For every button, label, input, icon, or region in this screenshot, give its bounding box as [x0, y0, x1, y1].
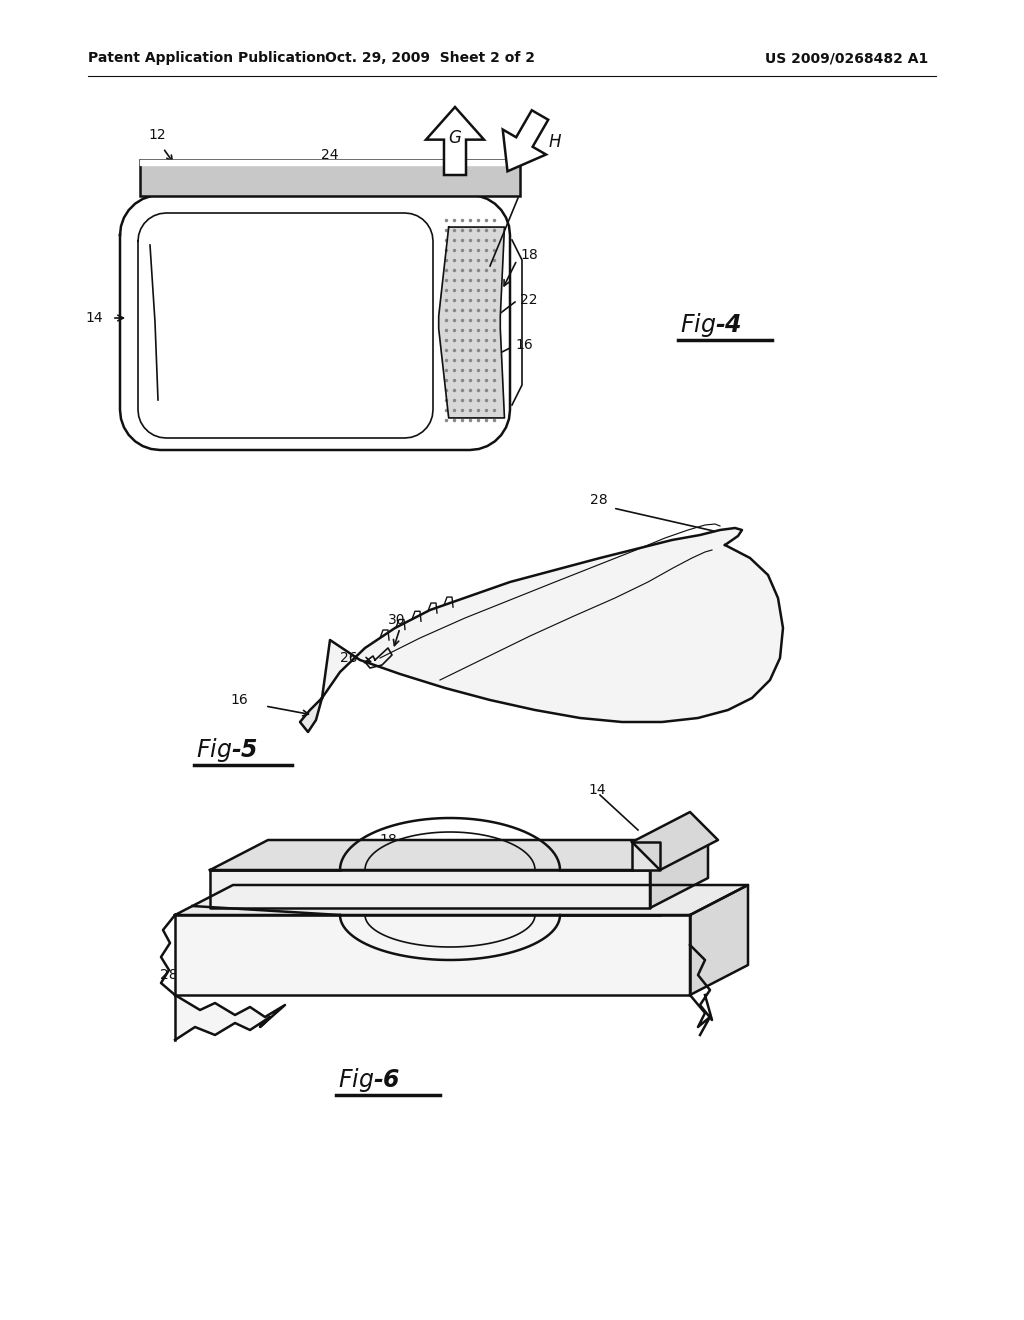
- Polygon shape: [503, 111, 548, 172]
- Text: 12: 12: [148, 128, 166, 143]
- Text: 28: 28: [161, 968, 178, 982]
- Text: 30: 30: [469, 975, 486, 989]
- Polygon shape: [632, 812, 718, 870]
- Polygon shape: [210, 840, 708, 870]
- Polygon shape: [175, 915, 690, 995]
- Bar: [140, 160, 520, 195]
- Polygon shape: [426, 107, 484, 176]
- Text: 28: 28: [590, 492, 607, 507]
- Polygon shape: [438, 227, 505, 418]
- Text: $\mathit{Fig}$-4: $\mathit{Fig}$-4: [680, 312, 742, 339]
- Text: 14: 14: [85, 312, 103, 325]
- Text: 14: 14: [588, 783, 605, 797]
- Text: 30: 30: [388, 612, 406, 627]
- Text: 26: 26: [340, 651, 358, 665]
- Text: g: g: [360, 942, 370, 957]
- Polygon shape: [120, 195, 510, 450]
- Polygon shape: [138, 213, 433, 438]
- Polygon shape: [300, 698, 322, 733]
- Polygon shape: [210, 870, 650, 908]
- Text: 16: 16: [230, 693, 248, 708]
- Polygon shape: [322, 528, 783, 722]
- Polygon shape: [650, 840, 708, 908]
- Text: d: d: [445, 894, 455, 907]
- Text: p: p: [644, 851, 652, 865]
- Text: 24: 24: [322, 148, 339, 162]
- Text: US 2009/0268482 A1: US 2009/0268482 A1: [765, 51, 928, 65]
- Text: Oct. 29, 2009  Sheet 2 of 2: Oct. 29, 2009 Sheet 2 of 2: [325, 51, 535, 65]
- Polygon shape: [175, 884, 748, 915]
- Text: 22: 22: [520, 293, 538, 308]
- Text: G: G: [449, 129, 462, 147]
- Text: $\mathit{Fig}$-5: $\mathit{Fig}$-5: [196, 737, 258, 764]
- Polygon shape: [632, 842, 660, 870]
- Text: $\mathit{Fig}$-6: $\mathit{Fig}$-6: [338, 1067, 400, 1094]
- Text: 18: 18: [520, 248, 538, 261]
- Text: H: H: [549, 133, 561, 150]
- Text: 16: 16: [515, 338, 532, 352]
- Text: 18: 18: [379, 833, 397, 847]
- Polygon shape: [175, 995, 285, 1040]
- Polygon shape: [140, 160, 520, 165]
- Text: Patent Application Publication: Patent Application Publication: [88, 51, 326, 65]
- Polygon shape: [690, 884, 748, 995]
- Text: 16: 16: [668, 968, 686, 982]
